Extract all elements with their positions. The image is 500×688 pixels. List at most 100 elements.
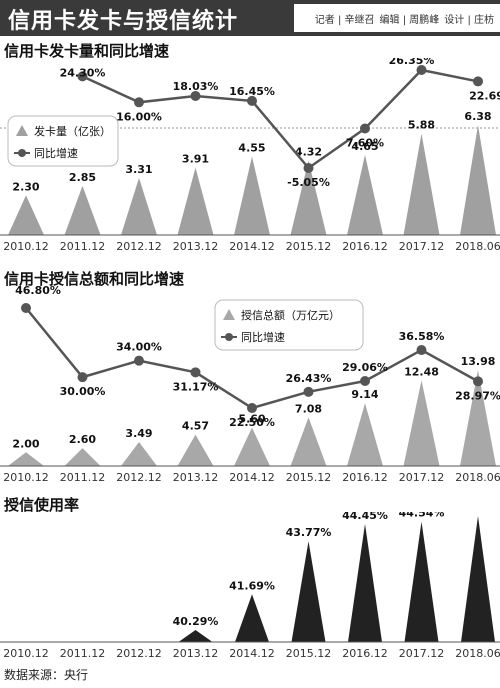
x-tick-label: 2018.06 (455, 240, 500, 253)
growth-point (473, 76, 483, 87)
growth-point (303, 163, 314, 173)
credits: 记者 | 辛继召 编辑 | 周鹏峰 设计 | 庄枋 (294, 4, 500, 32)
bar-triangle (64, 185, 101, 235)
x-tick-label: 2018.06 (455, 647, 500, 660)
bar-value-label: 43.77% (286, 526, 332, 539)
bar-value-label: 2.85 (69, 171, 96, 184)
chart2-title: 信用卡授信总额和同比增速 (4, 270, 185, 288)
legend-bar-swatch (223, 309, 235, 320)
x-tick-label: 2017.12 (399, 471, 445, 484)
growth-value-label: 30.00% (60, 385, 106, 398)
bar-triangle (290, 160, 327, 235)
bar-value-label: 41.69% (229, 579, 275, 592)
growth-point (360, 376, 370, 387)
bar-value-label: 3.91 (182, 153, 209, 166)
page-title: 信用卡发卡与授信统计 (8, 9, 239, 34)
growth-point (190, 367, 201, 378)
legend-box (214, 299, 364, 351)
growth-value-label: 26.35% (389, 58, 435, 67)
x-tick-label: 2016.12 (342, 240, 388, 253)
growth-point (134, 97, 144, 108)
bar-triangle (461, 516, 495, 642)
growth-point (77, 372, 88, 383)
growth-value-label: 16.45% (229, 85, 275, 98)
growth-point (134, 355, 144, 366)
growth-value-label: 34.00% (116, 341, 162, 354)
x-tick-label: 2017.12 (399, 647, 445, 660)
legend-bar-label: 发卡量（亿张） (34, 124, 111, 138)
x-tick-label: 2011.12 (60, 240, 106, 253)
bar-triangle (290, 417, 327, 466)
bar-triangle (64, 448, 101, 466)
x-tick-label: 2014.12 (229, 240, 275, 253)
growth-value-label: 29.06% (342, 361, 388, 374)
x-tick-label: 2013.12 (173, 471, 219, 484)
bar-value-label: 4.55 (238, 142, 265, 155)
x-tick-label: 2012.12 (116, 647, 162, 660)
growth-point (247, 95, 257, 106)
bar-value-label: 44.54% (399, 512, 445, 520)
bar-value-label: 6.38 (464, 110, 491, 123)
growth-value-label: 18.03% (173, 80, 219, 93)
bar-value-label: 5.60 (238, 413, 265, 426)
legend-bar-swatch (16, 125, 28, 136)
growth-value-label: 36.58% (399, 330, 445, 343)
x-tick-label: 2014.12 (229, 471, 275, 484)
growth-point (416, 65, 427, 75)
bar-value-label: 4.32 (295, 146, 322, 159)
growth-point (303, 386, 314, 397)
bar-triangle (348, 523, 382, 642)
growth-line (81, 68, 479, 170)
bar-triangle (403, 380, 440, 466)
bar-value-label: 13.98 (461, 355, 496, 368)
credit-reporter: 记者 | 辛继召 (314, 14, 375, 26)
legend-line-marker (225, 333, 233, 341)
x-tick-label: 2012.12 (116, 471, 162, 484)
growth-value-label: 22.69% (469, 89, 500, 102)
bar-value-label: 2.00 (12, 437, 39, 450)
x-tick-label: 2011.12 (60, 647, 106, 660)
bar-triangle (8, 452, 44, 466)
bar-value-label: 4.65 (351, 140, 378, 153)
growth-value-label: 46.80% (15, 286, 61, 297)
growth-value-label: -5.05% (287, 176, 330, 189)
data-source: 数据来源：央行 (4, 668, 89, 682)
bar-value-label: 5.88 (408, 119, 435, 132)
legend-line-label: 同比增速 (34, 146, 78, 160)
chart1-title: 信用卡发卡量和同比增速 (4, 42, 170, 60)
growth-point (473, 376, 483, 387)
bar-triangle (347, 154, 383, 235)
x-tick-label: 2015.12 (286, 240, 332, 253)
growth-point (247, 403, 257, 413)
bar-triangle (8, 195, 44, 235)
bar-value-label: 2.30 (12, 180, 39, 193)
bar-triangle (235, 594, 269, 642)
growth-value-label: 28.97% (455, 389, 500, 402)
bar-triangle (121, 442, 157, 466)
bar-triangle (234, 156, 270, 235)
growth-point (77, 71, 88, 82)
chart3-title: 授信使用率 (4, 496, 80, 514)
x-tick-label: 2012.12 (116, 240, 162, 253)
bar-triangle (177, 434, 214, 466)
bar-triangle (404, 521, 439, 642)
bar-value-label: 12.48 (404, 365, 439, 378)
growth-value-label: 7.60% (346, 137, 384, 150)
bar-value-label: 3.49 (125, 427, 152, 440)
credit-designer: 设计 | 庄枋 (444, 14, 494, 26)
usage-rate-chart: 40.29% 41.69% 43.77% 44.45% 44.54% 44.76% 2010… (0, 512, 500, 660)
x-tick-label: 2010.12 (3, 471, 49, 484)
x-tick-label: 2014.12 (229, 647, 275, 660)
growth-point (360, 123, 370, 134)
growth-value-label: 26.43% (286, 372, 332, 385)
growth-value-label: 22.50% (229, 416, 275, 429)
bar-triangle (121, 177, 157, 235)
x-tick-label: 2015.12 (286, 471, 332, 484)
bar-triangle (178, 630, 213, 642)
bar-triangle (403, 133, 440, 235)
bar-triangle (460, 125, 496, 235)
growth-point (21, 303, 31, 313)
bar-value-label: 44.45% (342, 512, 388, 522)
growth-value-label: 16.00% (116, 110, 162, 123)
bar-value-label: 3.31 (125, 163, 152, 176)
